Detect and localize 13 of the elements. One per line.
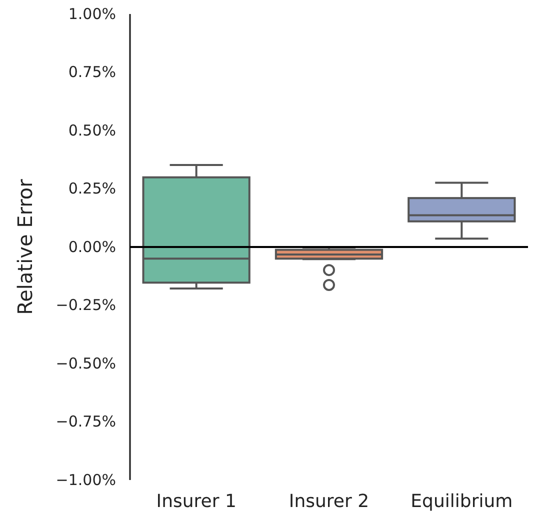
y-tick-label: −0.75% — [56, 412, 116, 431]
x-tick-label: Equilibrium — [410, 490, 513, 512]
y-tick-label: 1.00% — [68, 4, 116, 23]
y-tick-label: 0.00% — [68, 238, 116, 256]
y-tick-label: 0.25% — [68, 180, 116, 198]
x-tick-label: Insurer 2 — [288, 490, 370, 512]
y-tick-label: −0.25% — [56, 296, 116, 314]
y-tick-label: −0.50% — [56, 354, 116, 372]
y-tick-label: −1.00% — [56, 470, 116, 489]
x-tick-label: Insurer 1 — [156, 490, 236, 512]
y-tick-label: 0.75% — [68, 63, 116, 82]
y-tick-label: 0.50% — [68, 121, 116, 140]
y-axis-title: Relative Error — [13, 178, 37, 315]
